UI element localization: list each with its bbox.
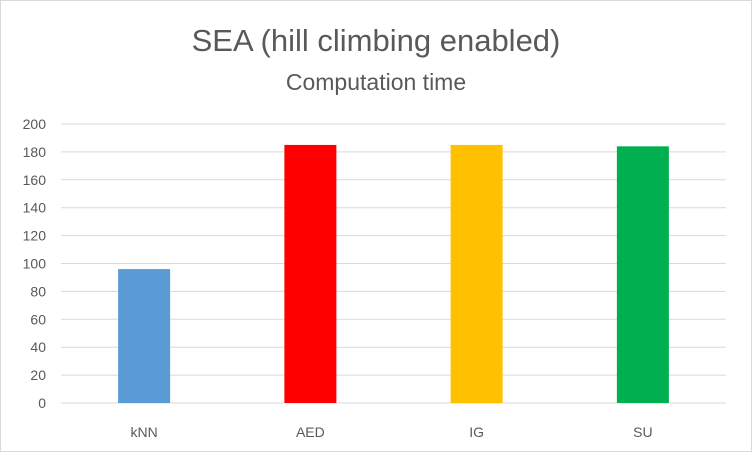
chart-subtitle: Computation time <box>285 69 467 95</box>
x-axis-tick-labels: kNN AED IG SU <box>131 424 653 440</box>
x-tick-label: SU <box>633 424 652 440</box>
bar-su <box>616 146 669 403</box>
x-tick-label: AED <box>296 424 325 440</box>
y-tick-label: 160 <box>23 172 47 188</box>
y-tick-label: 180 <box>23 144 47 160</box>
chart-title: SEA (hill climbing enabled) <box>191 23 561 58</box>
y-tick-label: 20 <box>30 367 46 383</box>
bar-ig <box>450 144 503 404</box>
y-tick-label: 40 <box>30 339 46 355</box>
gridlines <box>61 123 726 404</box>
x-tick-label: IG <box>469 424 484 440</box>
y-tick-label: 200 <box>23 116 47 132</box>
y-tick-label: 80 <box>30 283 46 299</box>
bar-aed <box>284 144 337 404</box>
y-tick-label: 120 <box>23 228 47 244</box>
x-tick-label: kNN <box>131 424 158 440</box>
y-axis-tick-labels: 0 20 40 60 80 100 120 140 160 180 200 <box>23 116 47 411</box>
bars <box>118 144 669 404</box>
y-tick-label: 0 <box>38 395 46 411</box>
bar-knn <box>118 269 171 403</box>
y-tick-label: 60 <box>30 311 46 327</box>
y-tick-label: 100 <box>23 256 47 272</box>
y-tick-label: 140 <box>23 200 47 216</box>
